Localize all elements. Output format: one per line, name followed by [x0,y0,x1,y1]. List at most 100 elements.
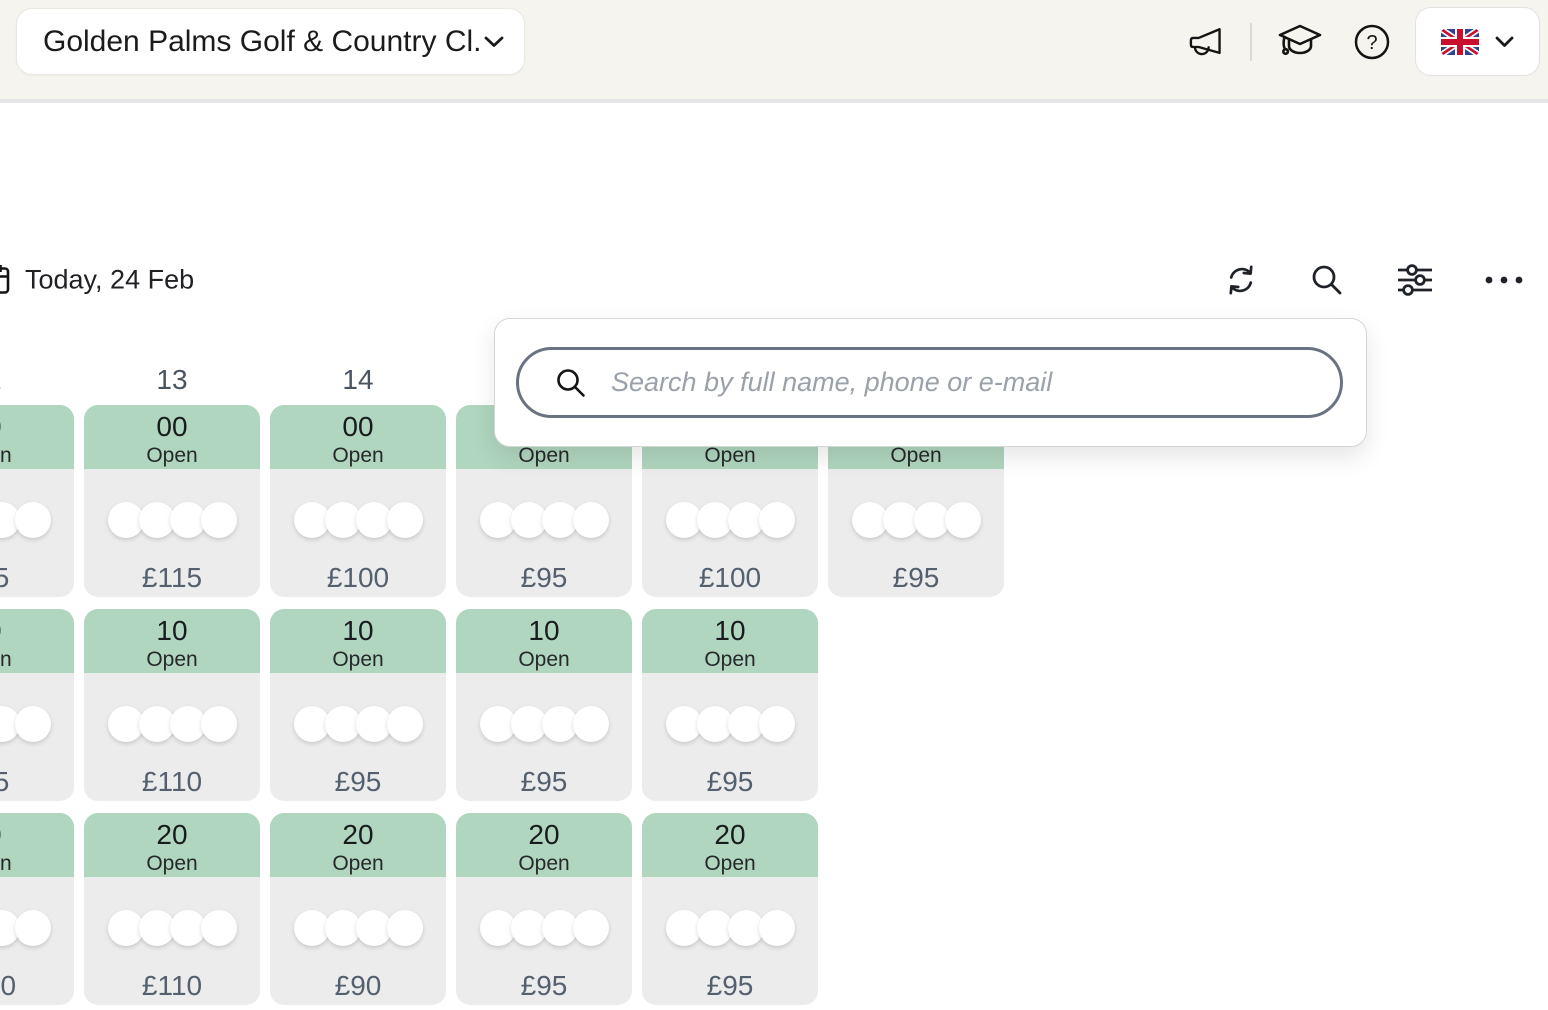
graduation-cap-icon[interactable] [1277,22,1323,62]
player-slot-circle[interactable] [14,502,51,538]
tee-time-card[interactable]: 00 Open £100 [270,405,446,597]
player-slot-circle[interactable] [138,706,175,742]
tee-time-card-body[interactable]: £95 [0,673,74,801]
tee-time-card-body[interactable]: £90 [270,877,446,1005]
player-slot-circle[interactable] [324,706,361,742]
tee-time-card[interactable]: 20 Open £90 [270,813,446,1005]
tee-time-card-header[interactable]: 20 Open [642,813,818,877]
player-slot-circle[interactable] [665,706,702,742]
player-slot-circle[interactable] [107,706,144,742]
player-slot-circle[interactable] [665,910,702,946]
player-slot-circle[interactable] [541,706,578,742]
help-icon[interactable]: ? [1353,23,1391,61]
filter-sliders-icon[interactable] [1396,264,1432,296]
tee-time-card-body[interactable]: £95 [456,877,632,1005]
player-slot-circle[interactable] [107,502,144,538]
tee-time-card-body[interactable]: £95 [270,673,446,801]
player-slot-circle[interactable] [293,910,330,946]
more-options-icon[interactable] [1484,275,1524,285]
player-slot-circle[interactable] [572,706,609,742]
player-slot-circle[interactable] [0,910,20,946]
player-slot-circle[interactable] [0,502,20,538]
player-slot-circle[interactable] [479,502,516,538]
tee-time-card-body[interactable]: £110 [84,673,260,801]
player-slot-circle[interactable] [510,502,547,538]
tee-time-card[interactable]: 00 Open £95 [828,405,1004,597]
tee-time-card-body[interactable]: £95 [642,673,818,801]
player-slot-circle[interactable] [14,910,51,946]
tee-time-card[interactable]: 10 Open £110 [84,609,260,801]
tee-time-card[interactable]: 00 Open £95 [0,405,74,597]
player-slot-circle[interactable] [0,706,20,742]
search-pill[interactable] [516,347,1343,418]
tee-time-card[interactable]: 10 Open £95 [642,609,818,801]
player-slot-circle[interactable] [851,502,888,538]
player-slot-circle[interactable] [572,910,609,946]
player-slot-circle[interactable] [169,910,206,946]
player-slot-circle[interactable] [293,706,330,742]
player-slot-circle[interactable] [386,706,423,742]
tee-time-card[interactable]: 20 Open £95 [642,813,818,1005]
tee-time-card-body[interactable]: £110 [84,877,260,1005]
player-slot-circle[interactable] [479,910,516,946]
player-slot-circle[interactable] [510,910,547,946]
tee-time-card-body[interactable]: £95 [828,469,1004,597]
player-slot-circle[interactable] [324,502,361,538]
search-icon[interactable] [1310,263,1344,297]
tee-time-card-header[interactable]: 10 Open [456,609,632,673]
player-slot-circle[interactable] [14,706,51,742]
player-slot-circle[interactable] [138,502,175,538]
player-slot-circle[interactable] [572,502,609,538]
tee-time-card-header[interactable]: 20 Open [270,813,446,877]
player-slot-circle[interactable] [944,502,981,538]
megaphone-icon[interactable] [1185,24,1225,60]
player-slot-circle[interactable] [758,910,795,946]
player-slot-circle[interactable] [696,706,733,742]
player-slot-circle[interactable] [107,910,144,946]
tee-time-card-header[interactable]: 00 Open [84,405,260,469]
player-slot-circle[interactable] [355,706,392,742]
player-slot-circle[interactable] [541,910,578,946]
tee-time-card-body[interactable]: £95 [642,877,818,1005]
player-slot-circle[interactable] [169,502,206,538]
tee-time-card[interactable]: 10 Open £95 [0,609,74,801]
tee-time-card[interactable]: 10 Open £95 [270,609,446,801]
tee-time-card[interactable]: 00 Open £115 [84,405,260,597]
tee-time-card-header[interactable]: 10 Open [0,609,74,673]
player-slot-circle[interactable] [293,502,330,538]
tee-time-card-header[interactable]: 10 Open [270,609,446,673]
player-slot-circle[interactable] [913,502,950,538]
player-slot-circle[interactable] [665,502,702,538]
player-slot-circle[interactable] [386,502,423,538]
player-slot-circle[interactable] [727,910,764,946]
tee-time-card-header[interactable]: 00 Open [270,405,446,469]
club-selector-button[interactable]: Golden Palms Golf & Country Cl... [16,8,525,75]
player-slot-circle[interactable] [758,706,795,742]
tee-time-card[interactable]: 20 Open £95 [456,813,632,1005]
player-slot-circle[interactable] [355,910,392,946]
player-slot-circle[interactable] [727,502,764,538]
tee-time-card-body[interactable]: £95 [456,469,632,597]
tee-time-card-body[interactable]: £115 [84,469,260,597]
player-slot-circle[interactable] [200,706,237,742]
player-slot-circle[interactable] [479,706,516,742]
player-slot-circle[interactable] [386,910,423,946]
player-slot-circle[interactable] [200,502,237,538]
player-slot-circle[interactable] [541,502,578,538]
language-selector-button[interactable] [1415,7,1540,76]
player-slot-circle[interactable] [324,910,361,946]
refresh-icon[interactable] [1224,263,1258,297]
tee-time-card[interactable]: 20 Open £110 [84,813,260,1005]
player-slot-circle[interactable] [169,706,206,742]
search-input[interactable] [609,366,1316,399]
player-slot-circle[interactable] [138,910,175,946]
player-slot-circle[interactable] [510,706,547,742]
tee-time-card[interactable]: 10 Open £95 [456,609,632,801]
tee-time-card-header[interactable]: 00 Open [0,405,74,469]
player-slot-circle[interactable] [200,910,237,946]
player-slot-circle[interactable] [696,910,733,946]
player-slot-circle[interactable] [758,502,795,538]
player-slot-circle[interactable] [355,502,392,538]
tee-time-card-body[interactable]: £100 [270,469,446,597]
tee-time-card-header[interactable]: 20 Open [0,813,74,877]
